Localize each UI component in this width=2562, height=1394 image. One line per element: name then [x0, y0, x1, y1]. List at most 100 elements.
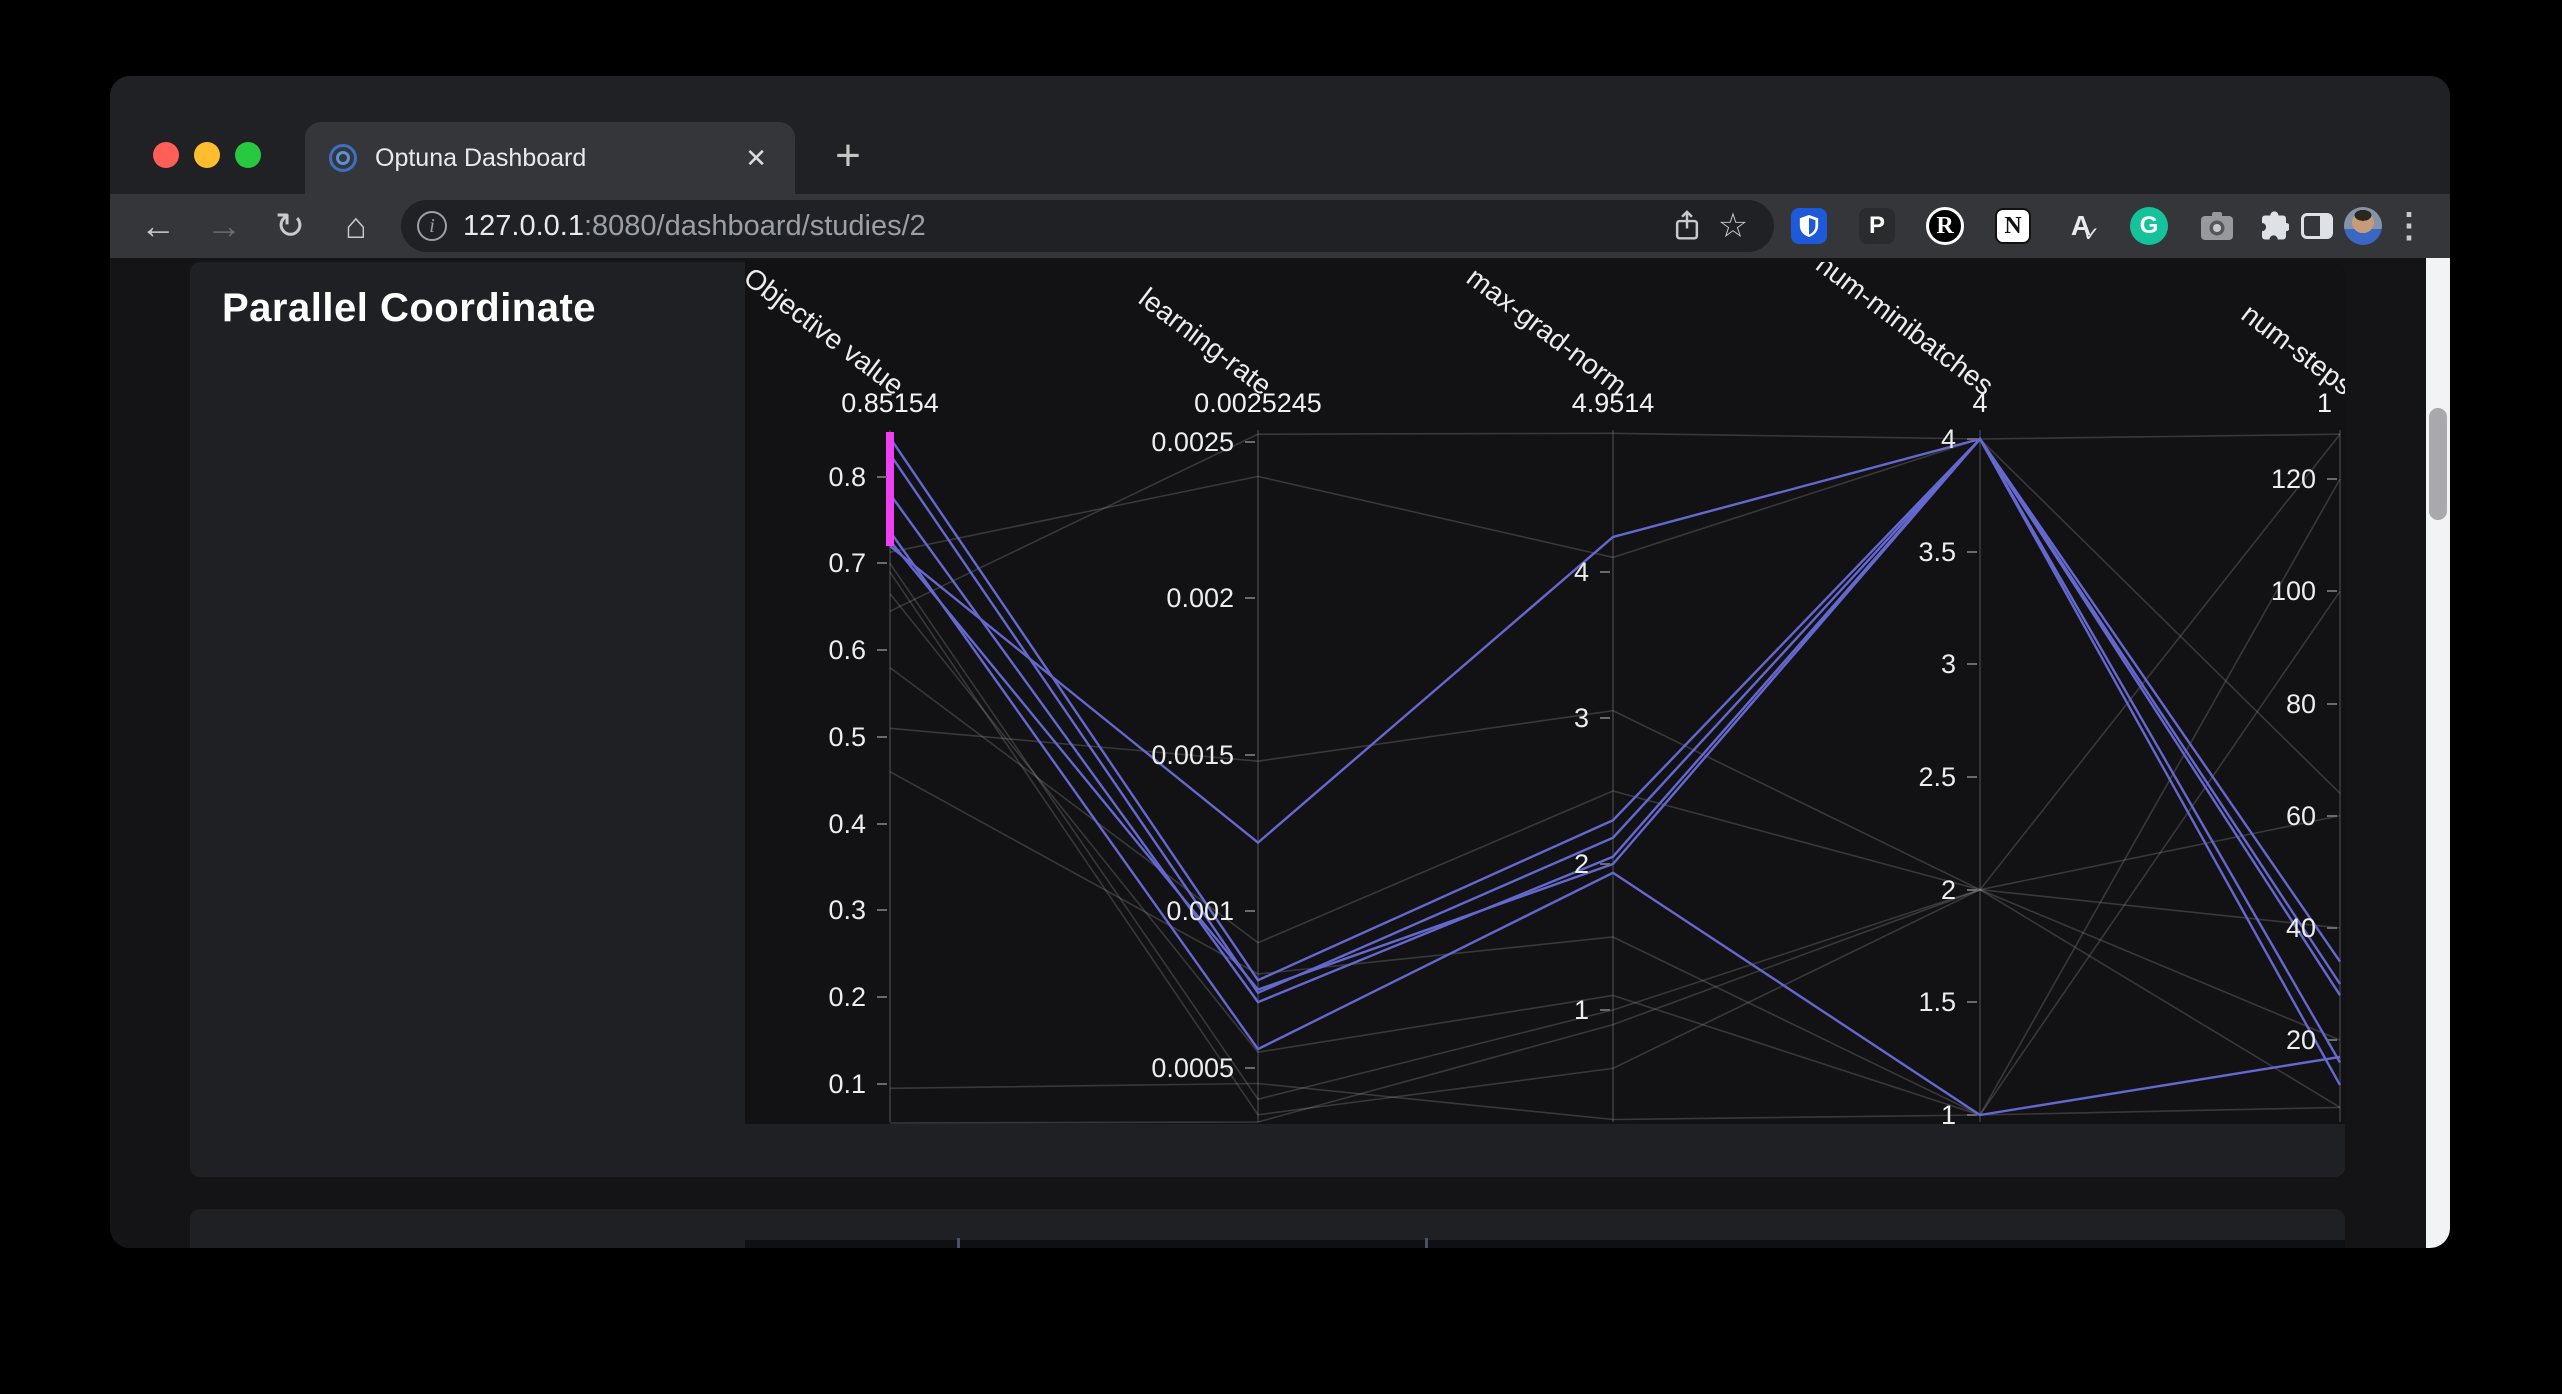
url-text[interactable]: 127.0.0.1:8080/dashboard/studies/2 [463, 210, 1664, 243]
tick-mark [1245, 753, 1255, 756]
tick-mark [877, 475, 887, 478]
home-icon[interactable]: ⌂ [345, 205, 367, 246]
tick-label: 0.4 [828, 808, 866, 839]
tick-mark [2327, 702, 2337, 705]
tick-label: 20 [2285, 1025, 2316, 1056]
tick-label: 0.0015 [1151, 739, 1234, 770]
trial-line[interactable] [889, 438, 2341, 794]
page-content: Parallel Coordinate Objective value 0.851… [110, 258, 2450, 1248]
trial-line[interactable] [889, 563, 2341, 1101]
profile-avatar[interactable] [2340, 203, 2386, 249]
extension-p-icon[interactable]: P [1856, 205, 1898, 247]
tick-label: 0.8 [828, 461, 866, 492]
next-plot-divider [957, 1238, 960, 1248]
tick-mark [1245, 597, 1255, 600]
tick-label: 0.3 [828, 895, 866, 926]
trial-line-selected[interactable] [889, 437, 2342, 996]
next-plot-edge [745, 1240, 2345, 1248]
optuna-favicon-icon [329, 144, 357, 172]
tick-mark [2327, 926, 2337, 929]
tick-mark [877, 1083, 887, 1085]
tick-mark [1600, 717, 1610, 720]
tick-label: 0.1 [828, 1069, 866, 1099]
address-bar[interactable]: i 127.0.0.1:8080/dashboard/studies/2 ☆ [401, 200, 1774, 252]
bookmark-star-icon[interactable]: ☆ [1717, 207, 1749, 245]
grammarly-icon[interactable]: G [2128, 205, 2170, 247]
tick-mark [877, 909, 887, 912]
trial-line-selected[interactable] [889, 436, 2342, 1064]
axis-max-label: 4 [1972, 388, 1988, 418]
axis-max-label: 1 [2316, 388, 2332, 418]
share-icon[interactable] [1664, 203, 1710, 249]
parallel-coordinate-card: Parallel Coordinate Objective value 0.851… [190, 262, 2345, 1177]
trial-line[interactable] [889, 478, 2341, 1117]
trial-line[interactable] [889, 709, 2341, 891]
plot-canvas[interactable] [745, 262, 2345, 1124]
tick-mark [2327, 590, 2337, 593]
browser-window: Optuna Dashboard ✕ + ← → ↻ ⌂ i 127.0.0.1… [110, 76, 2450, 1248]
tick-label: 0.6 [828, 635, 866, 666]
next-plot-divider [1425, 1238, 1428, 1248]
traffic-lights [153, 142, 261, 168]
new-tab-button[interactable]: + [835, 131, 861, 180]
browser-toolbar: ← → ↻ ⌂ i 127.0.0.1:8080/dashboard/studi… [110, 194, 2450, 258]
trial-line[interactable] [889, 433, 2341, 944]
tick-label: 3 [1940, 649, 1956, 680]
tick-label: 100 [2270, 576, 2316, 607]
trial-line-selected[interactable] [889, 437, 2342, 995]
page-scrollbar[interactable] [2426, 258, 2450, 1248]
url-host: 127.0.0.1 [463, 209, 584, 242]
trial-line-selected[interactable] [889, 530, 2341, 1117]
page-title: Parallel Coordinate [222, 286, 597, 330]
tick-mark [1967, 1001, 1977, 1004]
trial-line-selected[interactable] [889, 437, 2341, 982]
trial-line-selected[interactable] [889, 436, 2342, 1086]
tick-mark [877, 649, 887, 652]
trial-line[interactable] [889, 432, 2341, 612]
tab-title: Optuna Dashboard [375, 143, 587, 172]
parallel-coordinate-plot[interactable]: Objective value 0.85154 0.8 0.7 0.6 0.5 0.4 0.3… [745, 262, 2345, 1124]
tick-mark [1600, 571, 1610, 573]
tick-mark [1967, 1114, 1977, 1116]
next-section-card [190, 1209, 2345, 1248]
tick-label: 2.5 [1918, 762, 1956, 792]
extensions-puzzle-icon[interactable] [2248, 203, 2294, 249]
trial-line[interactable] [889, 888, 2341, 1124]
browser-menu-icon[interactable]: ⋮ [2392, 207, 2426, 245]
minimize-window-button[interactable] [194, 142, 220, 168]
forward-icon[interactable]: → [206, 205, 242, 246]
axis-max-label: 0.0025245 [1194, 388, 1322, 418]
axis-selection-range[interactable] [886, 432, 894, 547]
tick-mark [1967, 888, 1977, 891]
screenshot-camera-icon[interactable] [2196, 205, 2238, 247]
tab-close-icon[interactable]: ✕ [745, 143, 767, 173]
tick-label: 1.5 [1918, 987, 1956, 1018]
notion-icon[interactable]: N [1992, 205, 2034, 247]
tick-label: 80 [2285, 688, 2316, 719]
scrollbar-thumb[interactable] [2429, 408, 2447, 520]
site-info-icon[interactable]: i [417, 211, 447, 241]
tick-label: 0.0005 [1151, 1052, 1234, 1083]
tick-label: 0.0025 [1151, 427, 1234, 457]
zoom-window-button[interactable] [235, 142, 261, 168]
reload-icon[interactable]: ↻ [274, 205, 306, 246]
tick-label: 40 [2285, 912, 2316, 943]
side-panel-icon[interactable] [2294, 203, 2340, 249]
close-window-button[interactable] [153, 142, 179, 168]
tick-mark [2327, 478, 2337, 481]
trial-line[interactable] [889, 571, 2341, 1116]
spellcheck-icon[interactable]: A ✓ [2070, 210, 2100, 246]
bitwarden-icon[interactable] [1788, 205, 1830, 247]
tick-mark [1245, 910, 1255, 913]
trial-line[interactable] [889, 590, 2341, 1116]
tick-mark [1967, 437, 1977, 440]
trial-line[interactable] [889, 1082, 2341, 1121]
tick-label: 0.5 [828, 721, 866, 752]
tick-mark [1600, 1009, 1610, 1012]
tick-mark [877, 996, 887, 999]
back-icon[interactable]: ← [140, 205, 176, 246]
browser-tab[interactable]: Optuna Dashboard ✕ [305, 122, 795, 194]
extension-r-icon[interactable]: R [1924, 205, 1966, 247]
tick-mark [1967, 550, 1977, 553]
